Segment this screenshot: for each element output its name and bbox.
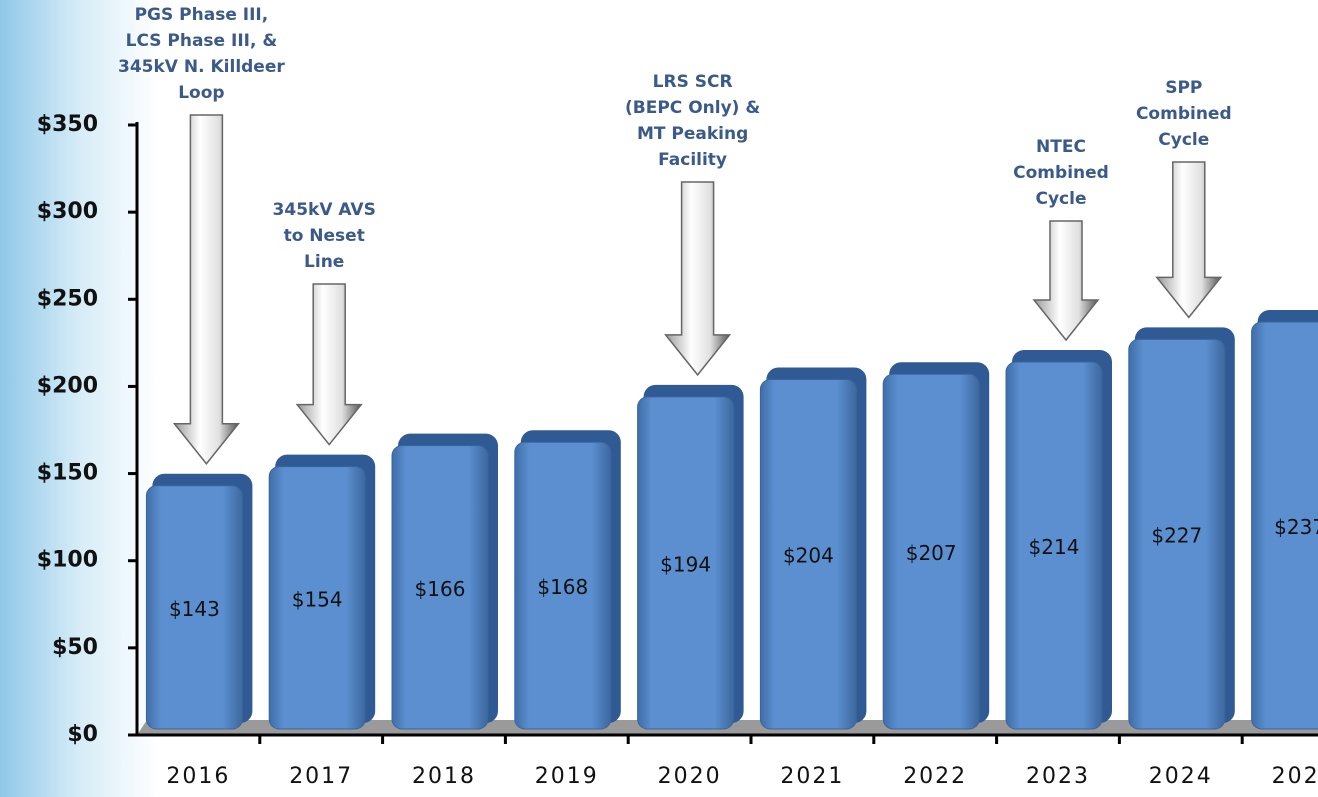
y-tick-label: $300 bbox=[37, 199, 98, 224]
value-label: $204 bbox=[783, 544, 834, 568]
x-tick-label: 2024 bbox=[1149, 764, 1213, 789]
annotation-text: SPP bbox=[1165, 78, 1202, 98]
arrow bbox=[295, 283, 363, 446]
arrow bbox=[1155, 161, 1223, 319]
bar bbox=[637, 396, 735, 730]
bar bbox=[882, 373, 980, 730]
y-tick-label: $150 bbox=[37, 461, 98, 486]
y-tick-label: $250 bbox=[37, 286, 98, 311]
annotation-text: MT Peaking bbox=[637, 124, 748, 144]
value-label: $194 bbox=[660, 552, 711, 576]
x-tick-label: 2022 bbox=[903, 764, 967, 789]
value-label: $168 bbox=[537, 575, 588, 599]
arrow bbox=[172, 114, 240, 465]
annotation-text: LRS SCR bbox=[653, 72, 733, 92]
bar bbox=[759, 378, 857, 730]
bar bbox=[1128, 338, 1226, 730]
value-label: $214 bbox=[1029, 535, 1080, 559]
arrow bbox=[664, 181, 732, 377]
annotation-text: Combined bbox=[1013, 163, 1109, 183]
arrow bbox=[1032, 220, 1100, 342]
x-tick-label: 2017 bbox=[289, 764, 353, 789]
x-tick-label: 2019 bbox=[535, 764, 599, 789]
annotation-text: to Neset bbox=[284, 226, 365, 246]
x-tick-label: 2023 bbox=[1026, 764, 1090, 789]
y-tick-label: $350 bbox=[37, 112, 98, 137]
annotation-text: PGS Phase III, bbox=[135, 5, 269, 25]
annotation-text: Line bbox=[304, 252, 344, 272]
y-tick-label: $0 bbox=[67, 722, 98, 747]
bar bbox=[514, 441, 612, 730]
bar bbox=[145, 485, 243, 730]
x-tick-label: 2021 bbox=[780, 764, 844, 789]
annotation-text: Cycle bbox=[1036, 189, 1087, 209]
bar bbox=[391, 445, 489, 730]
x-tick-label: 2018 bbox=[412, 764, 476, 789]
bar bbox=[268, 466, 366, 730]
annotation-text: 345kV AVS bbox=[273, 200, 376, 220]
value-label: $143 bbox=[169, 597, 220, 621]
y-tick-label: $200 bbox=[37, 373, 98, 398]
annotation-text: Cycle bbox=[1158, 130, 1209, 150]
y-tick-label: $100 bbox=[37, 548, 98, 573]
x-tick-label: 2016 bbox=[166, 764, 230, 789]
annotation-text: 345kV N. Killdeer bbox=[118, 57, 285, 77]
y-tick-label: $50 bbox=[52, 635, 98, 660]
annotation-text: (BEPC Only) & bbox=[625, 98, 760, 118]
annotation-text: Loop bbox=[178, 83, 224, 103]
value-label: $154 bbox=[292, 587, 343, 611]
x-tick-label: 2020 bbox=[658, 764, 722, 789]
annotation-text: Facility bbox=[658, 150, 727, 170]
value-label: $227 bbox=[1151, 524, 1202, 548]
annotation-text: LCS Phase III, & bbox=[126, 31, 278, 51]
bar bbox=[1005, 361, 1103, 730]
annotation-text: Combined bbox=[1136, 104, 1232, 124]
bar bbox=[1251, 321, 1318, 730]
value-label: $207 bbox=[906, 541, 957, 565]
value-label: $237 bbox=[1274, 515, 1318, 539]
annotation-text: NTEC bbox=[1036, 137, 1086, 157]
value-label: $166 bbox=[415, 577, 466, 601]
x-tick-label: 2025 bbox=[1272, 764, 1318, 789]
